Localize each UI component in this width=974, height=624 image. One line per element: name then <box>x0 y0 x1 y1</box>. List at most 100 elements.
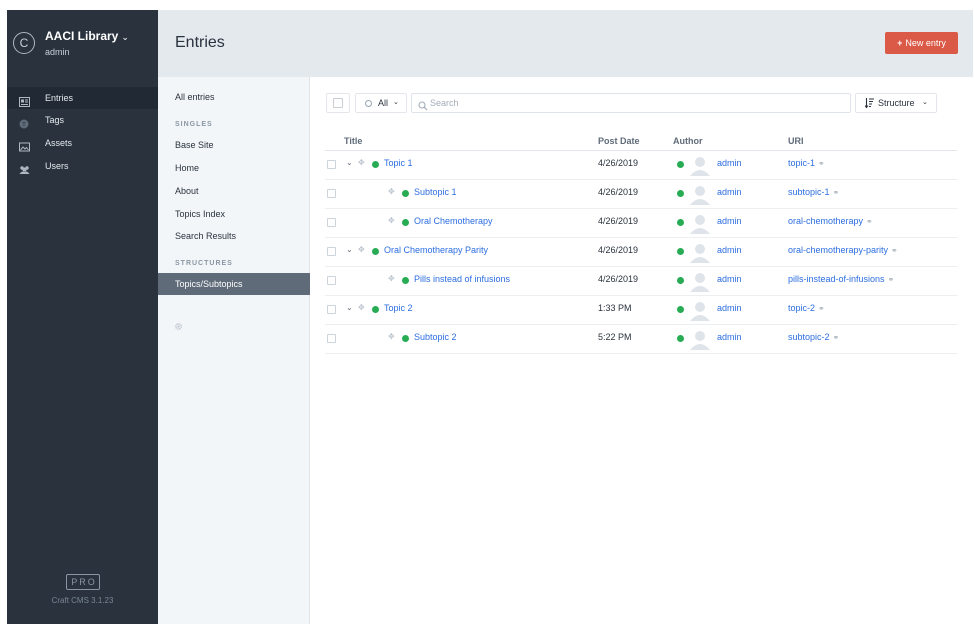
row-checkbox[interactable] <box>327 334 336 343</box>
move-icon[interactable]: ✥ <box>358 245 365 254</box>
table-row[interactable]: ⌄ ✥ Topic 2 1:33 PM admin topic-2 ⚭ <box>325 296 957 325</box>
new-entry-button[interactable]: + New entry <box>885 32 958 54</box>
table-row[interactable]: ✥ Pills instead of infusions 4/26/2019 admi… <box>325 267 957 296</box>
status-label: All <box>378 98 389 108</box>
author-status-icon <box>677 248 684 255</box>
avatar <box>689 241 711 263</box>
chevron-down-icon[interactable]: ⌄ <box>346 245 353 254</box>
search-input[interactable] <box>430 96 840 110</box>
source-home[interactable]: Home <box>175 163 200 173</box>
uri-link[interactable]: subtopic-2 ⚭ <box>788 332 839 342</box>
table-row[interactable]: ✥ Subtopic 1 4/26/2019 admin subtopic-1 ⚭ <box>325 180 957 209</box>
entry-title-link[interactable]: Subtopic 2 <box>414 332 457 342</box>
nav-item-assets[interactable]: Assets <box>7 132 158 154</box>
uri-text: subtopic-2 <box>788 332 830 342</box>
nav-item-users[interactable]: Users <box>7 155 158 177</box>
page-title: Entries <box>175 34 225 51</box>
uri-text: subtopic-1 <box>788 187 830 197</box>
external-link-icon: ⚭ <box>887 275 895 284</box>
column-header-title[interactable]: Title <box>344 136 363 146</box>
table-row[interactable]: ⌄ ✥ Oral Chemotherapy Parity 4/26/2019 admin… <box>325 238 957 267</box>
chevron-down-icon[interactable]: ⌄ <box>346 158 353 167</box>
author-link[interactable]: admin <box>717 303 742 313</box>
status-enabled-icon <box>372 161 379 168</box>
author-link[interactable]: admin <box>717 216 742 226</box>
entry-title-link[interactable]: Pills instead of infusions <box>414 274 511 284</box>
post-date: 4/26/2019 <box>598 274 639 284</box>
row-checkbox[interactable] <box>327 247 336 256</box>
source-all-entries[interactable]: All entries <box>175 92 215 102</box>
sort-label: Structure <box>878 98 915 108</box>
source-search-results[interactable]: Search Results <box>175 231 237 241</box>
search-box[interactable] <box>411 93 851 113</box>
entry-title-link[interactable]: Oral Chemotherapy <box>414 216 493 226</box>
uri-link[interactable]: oral-chemotherapy-parity ⚭ <box>788 245 898 255</box>
post-date: 4/26/2019 <box>598 245 639 255</box>
move-icon[interactable]: ✥ <box>358 303 365 312</box>
svg-text:T: T <box>22 123 26 129</box>
entry-title-link[interactable]: Topic 2 <box>384 303 413 313</box>
external-link-icon: ⚭ <box>832 188 840 197</box>
column-header-post-date[interactable]: Post Date <box>598 136 640 146</box>
nav-item-label: Assets <box>45 138 73 148</box>
sort-menu-button[interactable]: Structure ⌄ <box>855 93 937 113</box>
source-topics-index[interactable]: Topics Index <box>175 209 226 219</box>
author-link[interactable]: admin <box>717 332 742 342</box>
table-row[interactable]: ✥ Oral Chemotherapy 4/26/2019 admin oral-che… <box>325 209 957 238</box>
source-topics-subtopics[interactable]: Topics/Subtopics <box>158 273 310 295</box>
author-link[interactable]: admin <box>717 274 742 284</box>
nav-item-tags[interactable]: T Tags <box>7 109 158 131</box>
entry-title-link[interactable]: Topic 1 <box>384 158 413 168</box>
site-name[interactable]: AACI Library ⌄ <box>45 29 129 43</box>
uri-link[interactable]: pills-instead-of-infusions ⚭ <box>788 274 894 284</box>
column-header-uri[interactable]: URI <box>788 136 804 146</box>
author-link[interactable]: admin <box>717 187 742 197</box>
row-checkbox[interactable] <box>327 160 336 169</box>
status-enabled-icon <box>402 190 409 197</box>
row-checkbox[interactable] <box>327 218 336 227</box>
row-checkbox[interactable] <box>327 189 336 198</box>
source-about[interactable]: About <box>175 186 199 196</box>
entry-title-link[interactable]: Subtopic 1 <box>414 187 457 197</box>
column-header-author[interactable]: Author <box>673 136 703 146</box>
table-row[interactable]: ⌄ ✥ Topic 1 4/26/2019 admin topic-1 ⚭ <box>325 151 957 180</box>
uri-link[interactable]: subtopic-1 ⚭ <box>788 187 839 197</box>
author-status-icon <box>677 306 684 313</box>
author-link[interactable]: admin <box>717 245 742 255</box>
uri-link[interactable]: oral-chemotherapy ⚭ <box>788 216 873 226</box>
tags-icon: T <box>19 115 30 129</box>
main-content: All ⌄ Structure ⌄ Title Post Date Author… <box>311 77 973 624</box>
author-status-icon <box>677 161 684 168</box>
move-icon[interactable]: ✥ <box>388 274 395 283</box>
entries-icon <box>19 93 30 107</box>
external-link-icon: ⚭ <box>818 159 825 168</box>
edition-badge[interactable]: PRO <box>66 574 100 590</box>
site-name-label: AACI Library <box>45 29 119 43</box>
avatar <box>689 183 711 205</box>
move-icon[interactable]: ✥ <box>358 158 365 167</box>
gear-icon[interactable] <box>174 322 184 332</box>
entry-title-link[interactable]: Oral Chemotherapy Parity <box>384 245 489 255</box>
author-link[interactable]: admin <box>717 158 742 168</box>
uri-link[interactable]: topic-1 ⚭ <box>788 158 825 168</box>
avatar <box>689 154 711 176</box>
move-icon[interactable]: ✥ <box>388 216 395 225</box>
status-menu-button[interactable]: All ⌄ <box>355 93 407 113</box>
select-all-checkbox[interactable] <box>326 93 350 113</box>
uri-link[interactable]: topic-2 ⚭ <box>788 303 825 313</box>
nav-item-entries[interactable]: Entries <box>7 87 158 109</box>
move-icon[interactable]: ✥ <box>388 187 395 196</box>
author-status-icon <box>677 219 684 226</box>
post-date: 5:22 PM <box>598 332 632 342</box>
row-checkbox[interactable] <box>327 305 336 314</box>
site-switcher[interactable]: C AACI Library ⌄ admin <box>7 10 158 78</box>
status-enabled-icon <box>372 248 379 255</box>
move-icon[interactable]: ✥ <box>388 332 395 341</box>
row-checkbox[interactable] <box>327 276 336 285</box>
status-enabled-icon <box>402 277 409 284</box>
users-icon <box>19 161 30 174</box>
source-base-site[interactable]: Base Site <box>175 140 214 150</box>
chevron-down-icon[interactable]: ⌄ <box>346 303 353 312</box>
table-row[interactable]: ✥ Subtopic 2 5:22 PM admin subtopic-2 ⚭ <box>325 325 957 354</box>
author-status-icon <box>677 277 684 284</box>
